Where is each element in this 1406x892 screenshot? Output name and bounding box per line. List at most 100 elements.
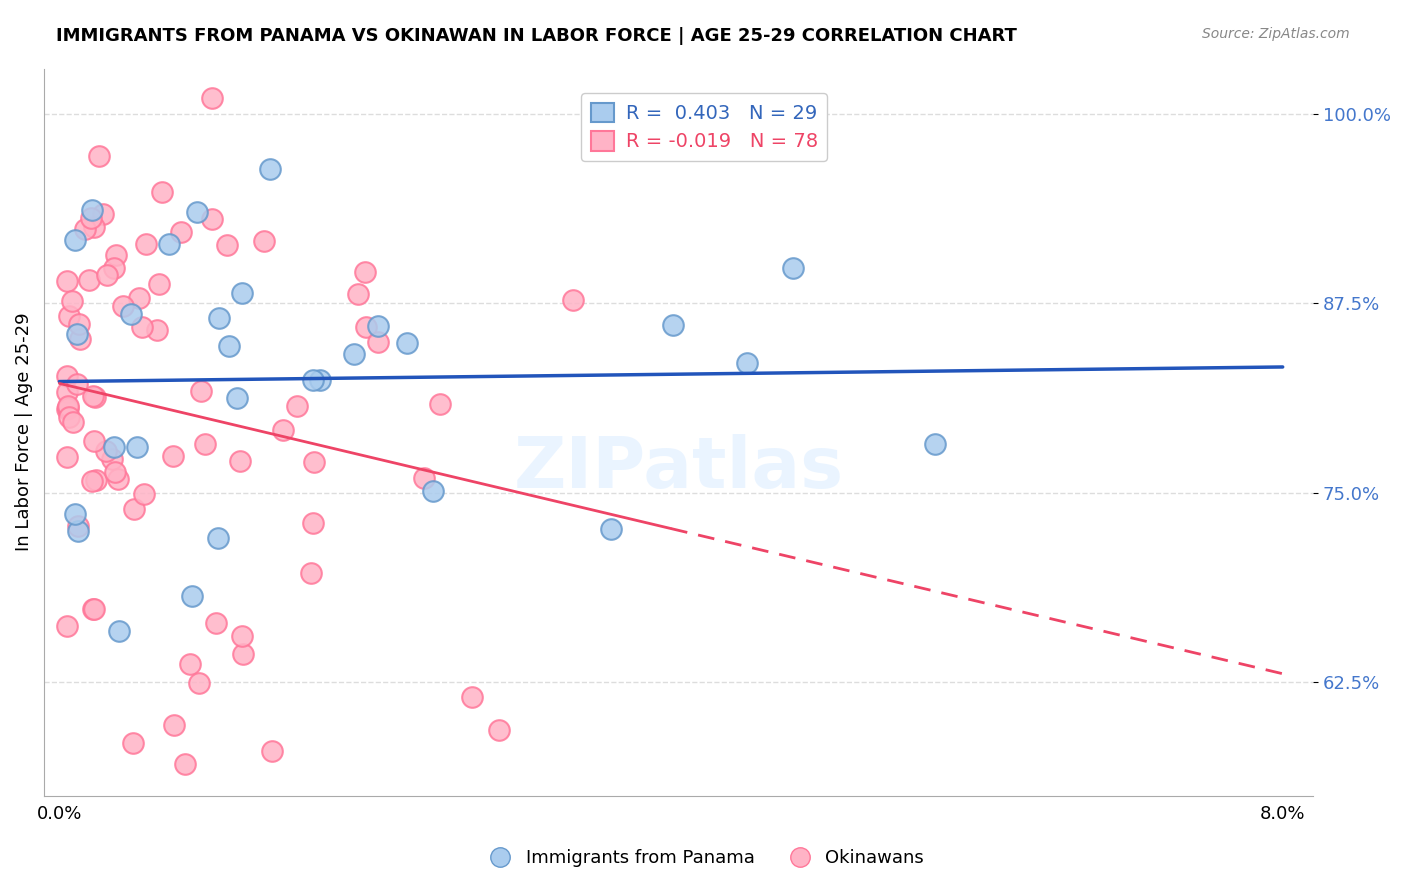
Okinawans (347, 287, 370, 301)
Text: IMMIGRANTS FROM PANAMA VS OKINAWAN IN LABOR FORCE | AGE 25-29 CORRELATION CHART: IMMIGRANTS FROM PANAMA VS OKINAWAN IN LA… (56, 27, 1017, 45)
Okinawans (56, 402, 79, 417)
Okinawans (354, 319, 377, 334)
Okinawans (58, 310, 80, 324)
Okinawans (91, 207, 114, 221)
Okinawans (187, 676, 209, 690)
Immigrants from Panama (302, 372, 325, 386)
Okinawans (66, 377, 89, 392)
Okinawans (488, 723, 510, 737)
Okinawans (135, 237, 157, 252)
Okinawans (107, 472, 129, 486)
Immigrants from Panama (422, 483, 444, 498)
Text: ZIPatlas: ZIPatlas (513, 434, 844, 503)
Okinawans (60, 293, 83, 308)
Okinawans (354, 265, 377, 279)
Okinawans (201, 91, 224, 105)
Okinawans (80, 211, 103, 226)
Okinawans (69, 331, 91, 345)
Okinawans (412, 470, 434, 484)
Okinawans (105, 248, 128, 262)
Okinawans (82, 389, 104, 403)
Okinawans (194, 437, 217, 451)
Immigrants from Panama (924, 436, 946, 450)
Okinawans (56, 274, 79, 288)
Okinawans (56, 450, 79, 464)
Okinawans (83, 601, 105, 615)
Okinawans (83, 220, 105, 235)
Immigrants from Panama (782, 260, 804, 275)
Okinawans (301, 516, 323, 530)
Okinawans (429, 397, 451, 411)
Okinawans (67, 318, 90, 332)
Okinawans (82, 602, 104, 616)
Okinawans (179, 657, 201, 671)
Okinawans (262, 744, 284, 758)
Okinawans (163, 717, 186, 731)
Okinawans (84, 390, 107, 404)
Okinawans (461, 690, 484, 705)
Immigrants from Panama (225, 391, 247, 405)
Okinawans (84, 474, 107, 488)
Okinawans (145, 323, 167, 337)
Immigrants from Panama (180, 589, 202, 603)
Immigrants from Panama (108, 624, 131, 638)
Okinawans (148, 277, 170, 291)
Okinawans (561, 293, 583, 308)
Immigrants from Panama (82, 202, 104, 217)
Immigrants from Panama (103, 440, 125, 454)
Immigrants from Panama (208, 310, 231, 325)
Okinawans (83, 434, 105, 448)
Okinawans (87, 148, 110, 162)
Okinawans (96, 443, 118, 458)
Okinawans (162, 449, 184, 463)
Immigrants from Panama (66, 524, 89, 538)
Immigrants from Panama (395, 336, 418, 351)
Immigrants from Panama (343, 347, 366, 361)
Legend: Immigrants from Panama, Okinawans: Immigrants from Panama, Okinawans (475, 842, 931, 874)
Okinawans (253, 234, 276, 248)
Immigrants from Panama (65, 326, 87, 341)
Text: Source: ZipAtlas.com: Source: ZipAtlas.com (1202, 27, 1350, 41)
Okinawans (104, 465, 127, 479)
Immigrants from Panama (63, 233, 86, 247)
Okinawans (128, 291, 150, 305)
Legend: R =  0.403   N = 29, R = -0.019   N = 78: R = 0.403 N = 29, R = -0.019 N = 78 (581, 93, 827, 161)
Okinawans (229, 454, 252, 468)
Okinawans (79, 273, 101, 287)
Okinawans (170, 225, 193, 239)
Immigrants from Panama (309, 373, 332, 387)
Okinawans (299, 566, 322, 581)
Okinawans (56, 384, 79, 399)
Okinawans (56, 619, 79, 633)
Immigrants from Panama (120, 307, 142, 321)
Okinawans (124, 502, 146, 516)
Y-axis label: In Labor Force | Age 25-29: In Labor Force | Age 25-29 (15, 313, 32, 551)
Okinawans (217, 238, 239, 252)
Immigrants from Panama (127, 440, 149, 454)
Okinawans (132, 487, 155, 501)
Immigrants from Panama (63, 507, 86, 521)
Immigrants from Panama (599, 522, 621, 536)
Okinawans (56, 369, 79, 384)
Okinawans (302, 455, 325, 469)
Immigrants from Panama (231, 286, 253, 301)
Okinawans (174, 756, 197, 771)
Okinawans (100, 451, 122, 466)
Immigrants from Panama (735, 356, 758, 370)
Okinawans (96, 268, 118, 282)
Okinawans (231, 629, 253, 643)
Immigrants from Panama (367, 319, 389, 334)
Okinawans (58, 410, 80, 425)
Immigrants from Panama (207, 531, 229, 545)
Immigrants from Panama (662, 318, 685, 332)
Okinawans (232, 648, 254, 662)
Okinawans (205, 615, 228, 630)
Okinawans (131, 320, 153, 334)
Okinawans (187, 46, 209, 61)
Okinawans (190, 384, 212, 399)
Okinawans (122, 736, 145, 750)
Okinawans (273, 423, 295, 437)
Okinawans (201, 212, 224, 227)
Immigrants from Panama (186, 205, 208, 219)
Immigrants from Panama (157, 236, 180, 251)
